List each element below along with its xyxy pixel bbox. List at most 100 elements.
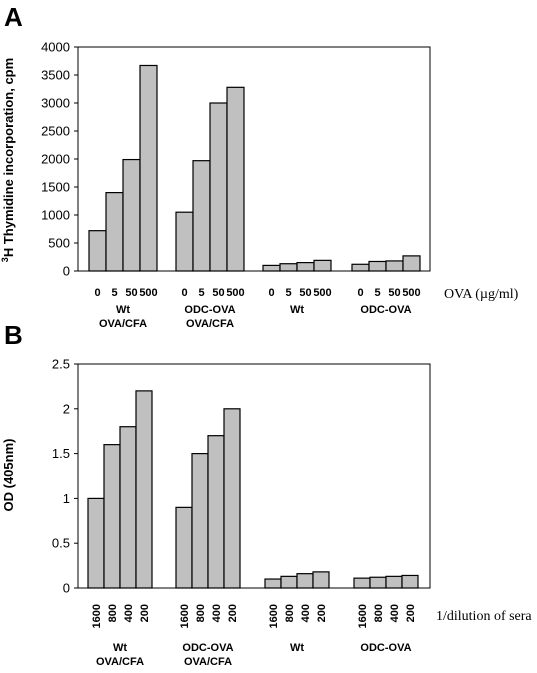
x-tick-label: 500 — [139, 287, 157, 299]
x-tick-label: 0 — [181, 287, 187, 299]
bar — [103, 444, 121, 589]
bar — [368, 260, 387, 272]
bar — [351, 263, 370, 272]
x-tick-label: 500 — [313, 287, 331, 299]
x-tick-label: 500 — [402, 287, 420, 299]
bar — [135, 390, 153, 589]
x-tick-label: 1600 — [268, 604, 280, 628]
x-tick-label: 50 — [299, 287, 311, 299]
x-tick-label: 5 — [111, 287, 117, 299]
bar — [223, 408, 241, 589]
bar — [209, 102, 228, 272]
x-tick-label: 800 — [373, 604, 385, 622]
group-label: ODC-OVA — [182, 642, 233, 654]
bar — [175, 506, 193, 589]
x-tick-label: 5 — [198, 287, 204, 299]
y-tick-label: 2500 — [41, 124, 70, 139]
bar — [279, 263, 298, 272]
bar — [207, 435, 225, 589]
y-tick-label: 4000 — [41, 40, 70, 55]
x-tick-label: 800 — [107, 604, 119, 622]
y-axis-label-text: H Thymidine incorporation, cpm — [1, 58, 16, 257]
x-tick-label: 50 — [125, 287, 137, 299]
bar — [369, 576, 387, 589]
group-label: ODC-OVA — [360, 304, 411, 316]
group-label: Wt — [116, 304, 130, 316]
bar — [385, 260, 404, 272]
group-sublabel: OVA/CFA — [96, 656, 144, 668]
y-axis-label-superscript: 3 — [0, 257, 10, 262]
bar — [119, 426, 137, 589]
bar — [296, 262, 315, 272]
bar — [139, 64, 158, 272]
bar — [262, 264, 281, 272]
y-tick-label: 3000 — [41, 96, 70, 111]
bar — [312, 571, 330, 589]
bar — [280, 575, 298, 589]
x-axis-label: OVA (µg/ml) — [444, 287, 519, 302]
plot-frame — [77, 363, 431, 589]
x-tick-label: 800 — [195, 604, 207, 622]
x-tick-label: 200 — [405, 604, 417, 622]
panel-b: B 0 0.5 1 1.5 2 2.5 1600 800 400 200 Wt OVA/CFA 1600 8… — [1, 320, 532, 668]
y-tick-label: 1 — [63, 491, 70, 506]
group-label: ODC-OVA — [184, 304, 235, 316]
x-tick-label: 1600 — [179, 604, 191, 628]
x-tick-label: 200 — [139, 604, 151, 622]
x-tick-label: 400 — [123, 604, 135, 622]
x-tick-label: 400 — [211, 604, 223, 622]
y-tick-label: 0.5 — [52, 536, 70, 551]
y-tick-label: 1500 — [41, 180, 70, 195]
bar — [88, 230, 107, 272]
x-tick-label: 5 — [374, 287, 380, 299]
y-axis-label: OD (405nm) — [1, 439, 16, 512]
x-tick-label: 1600 — [357, 604, 369, 628]
y-tick-label: 3500 — [41, 68, 70, 83]
x-tick-label: 800 — [284, 604, 296, 622]
panel-letter: B — [4, 320, 23, 350]
x-tick-label: 50 — [212, 287, 224, 299]
y-tick-label: 2.5 — [52, 357, 70, 372]
bar — [191, 453, 209, 589]
y-axis-label-text: OD (405nm) — [1, 439, 16, 512]
y-tick-label: 2000 — [41, 152, 70, 167]
bar — [385, 575, 403, 589]
panel-letter: A — [4, 2, 23, 32]
bar — [175, 211, 194, 272]
bar — [353, 577, 371, 589]
bar — [401, 574, 419, 589]
x-tick-label: 200 — [316, 604, 328, 622]
bar — [313, 259, 332, 272]
x-tick-label: 500 — [226, 287, 244, 299]
group-label: Wt — [290, 642, 304, 654]
bar — [296, 573, 314, 589]
y-tick-label: 500 — [48, 236, 70, 251]
x-tick-label: 5 — [285, 287, 291, 299]
group-sublabel: OVA/CFA — [184, 656, 232, 668]
y-tick-label: 2 — [63, 401, 70, 416]
y-tick-label: 0 — [63, 264, 70, 279]
y-tick-label: 0 — [63, 581, 70, 596]
x-tick-label: 0 — [94, 287, 100, 299]
bar — [402, 255, 421, 272]
bar — [192, 160, 211, 272]
x-axis-label: 1/dilution of sera — [436, 609, 532, 624]
group-label: Wt — [113, 642, 127, 654]
bar — [226, 86, 245, 272]
group-label: ODC-OVA — [360, 642, 411, 654]
y-axis-label: 3H Thymidine incorporation, cpm — [0, 58, 16, 262]
bar — [105, 192, 124, 272]
y-tick-label: 1.5 — [52, 446, 70, 461]
x-tick-label: 400 — [300, 604, 312, 622]
x-tick-label: 1600 — [91, 604, 103, 628]
bar — [87, 497, 105, 589]
x-tick-label: 50 — [388, 287, 400, 299]
group-sublabel: OVA/CFA — [99, 318, 147, 330]
bar — [122, 158, 141, 272]
x-tick-label: 200 — [227, 604, 239, 622]
x-tick-label: 400 — [389, 604, 401, 622]
group-label: Wt — [290, 304, 304, 316]
group-sublabel: OVA/CFA — [186, 318, 234, 330]
